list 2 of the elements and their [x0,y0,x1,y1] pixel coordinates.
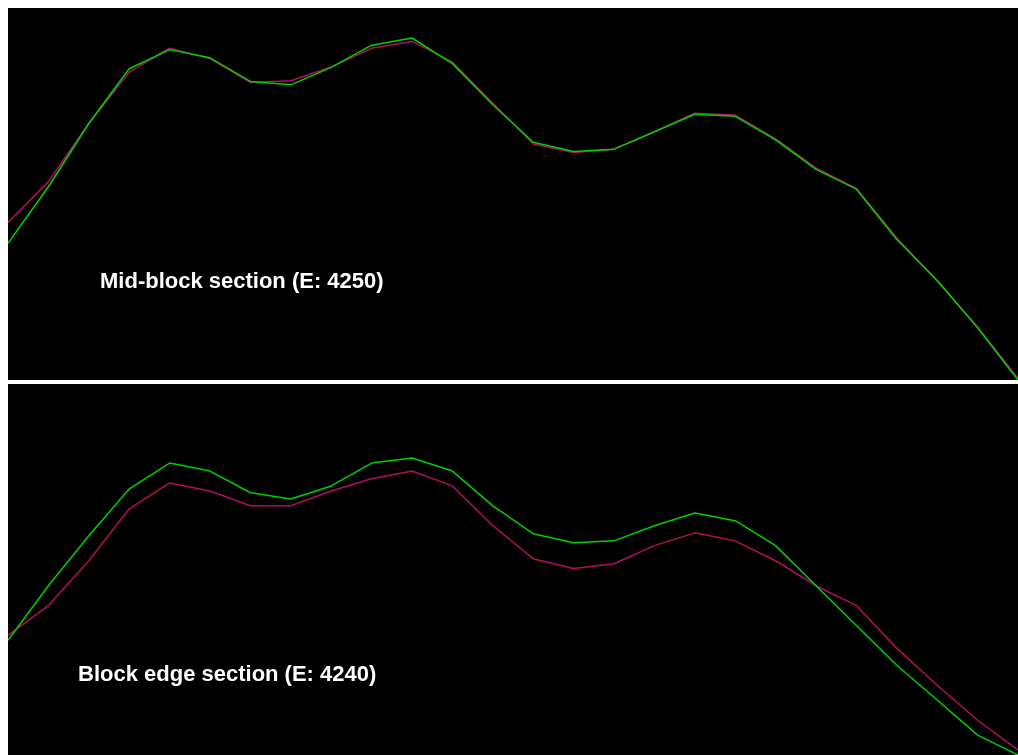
annotation: Mid-block section (E: 4250) [100,268,384,293]
annotation: Block edge section (E: 4240) [78,661,377,686]
